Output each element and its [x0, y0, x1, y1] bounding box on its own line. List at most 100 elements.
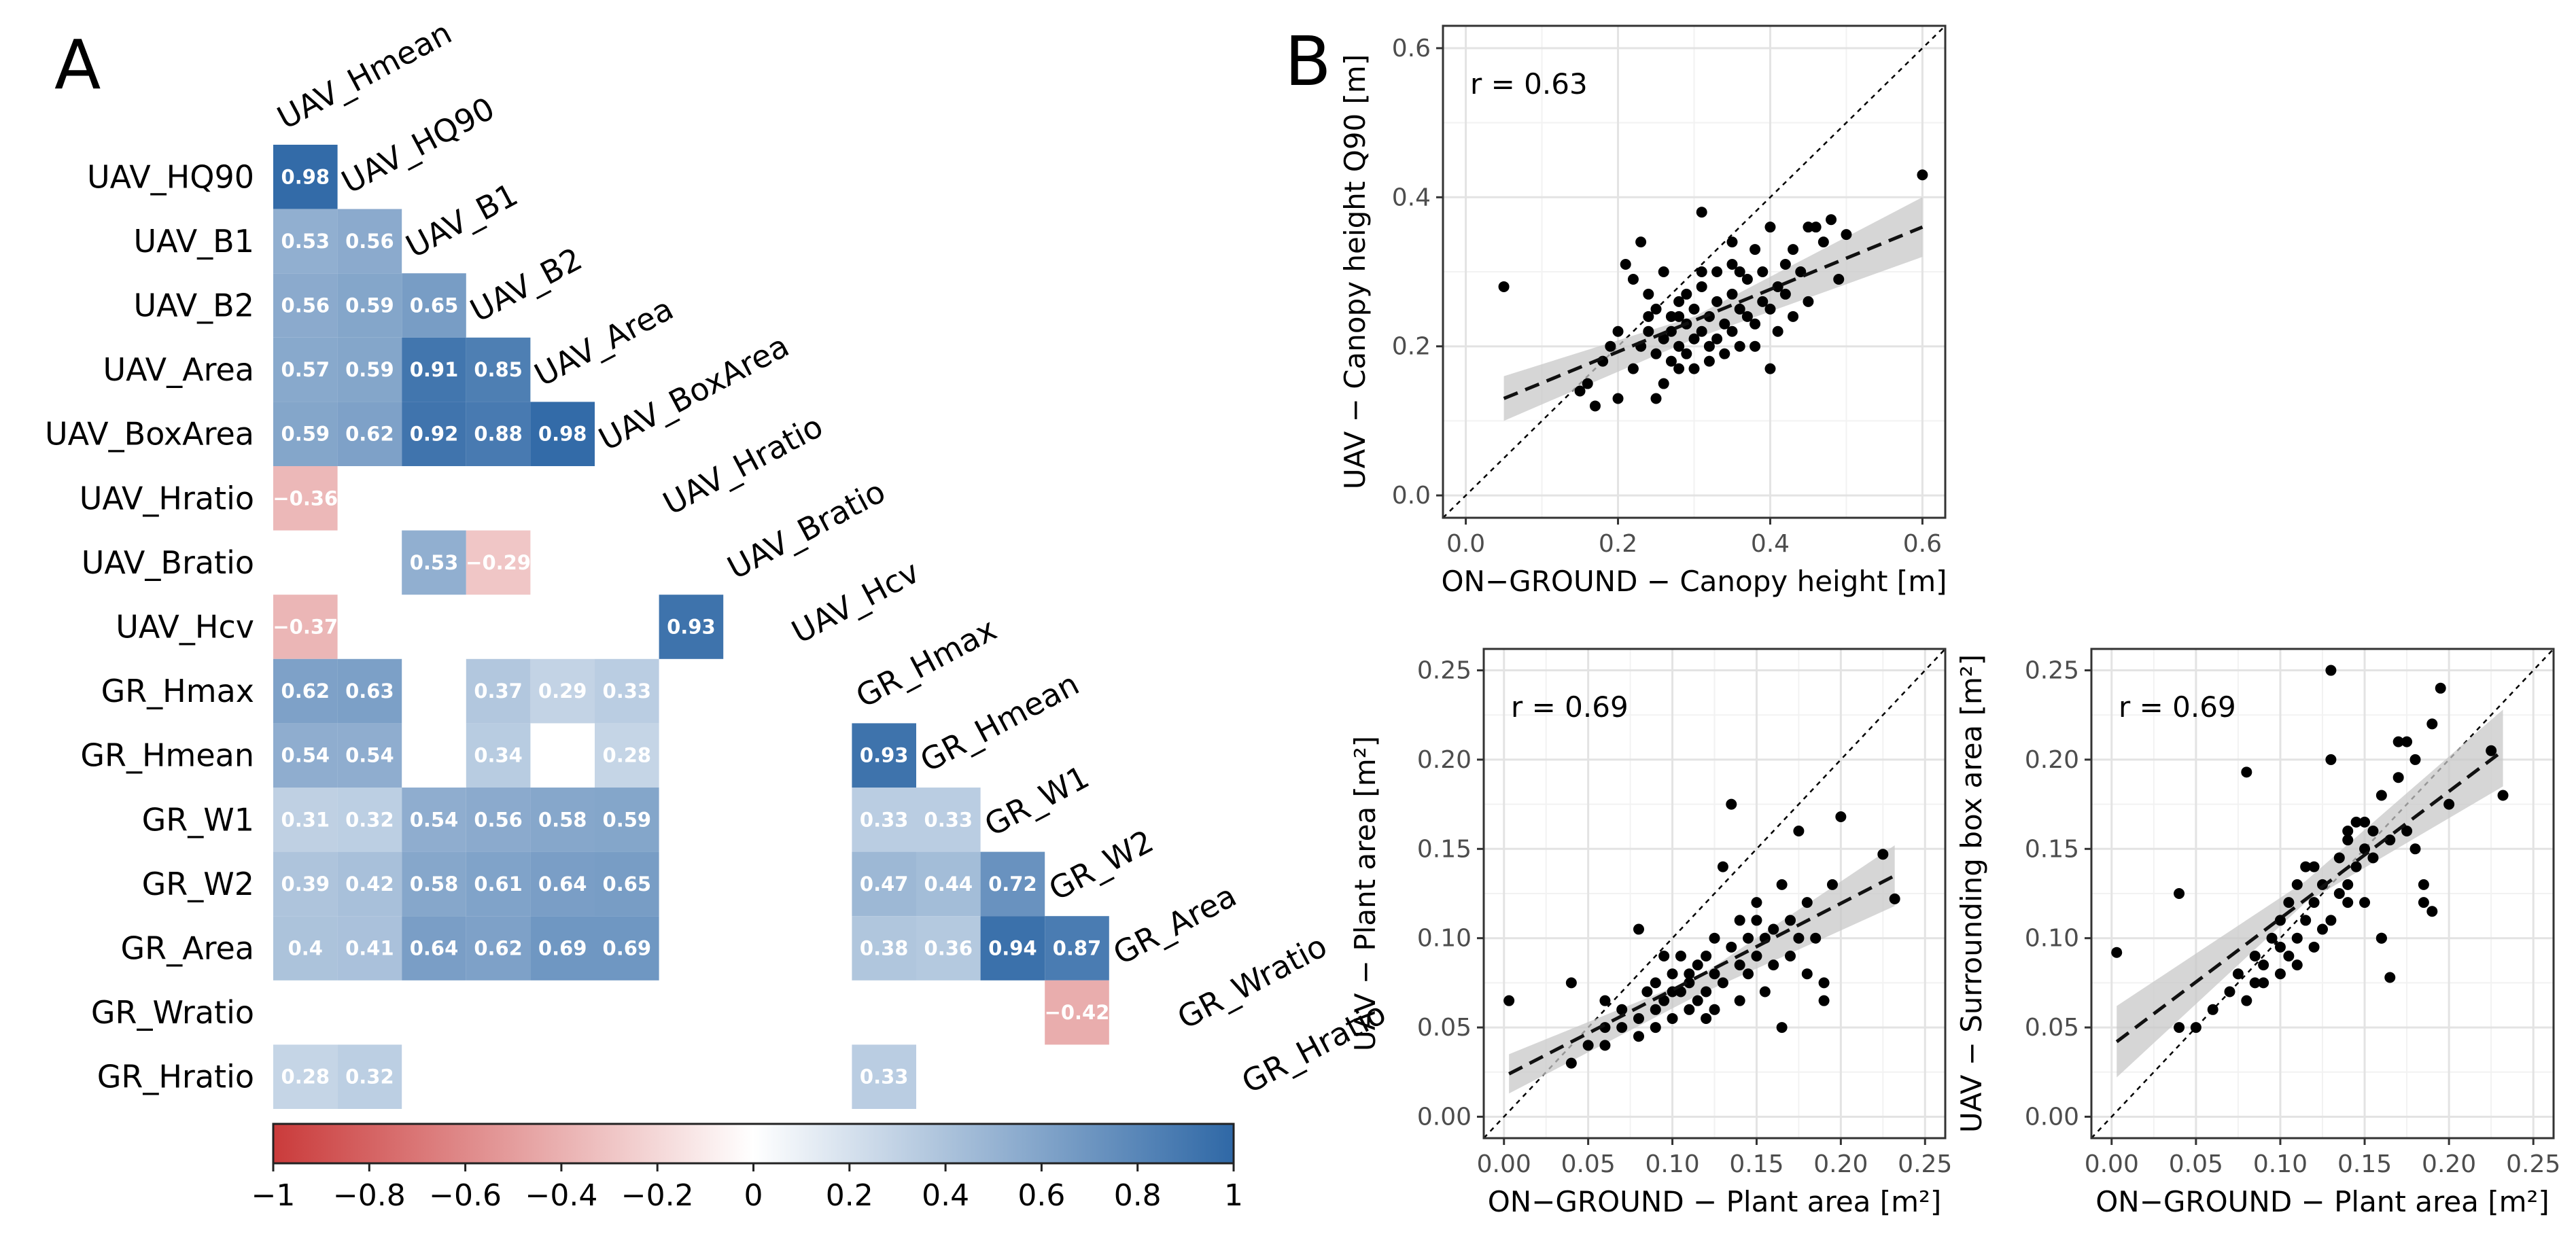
y-axis-label: UAV − Surrounding box area [m²] [1955, 654, 1988, 1133]
data-point [1582, 1040, 1594, 1051]
heatmap-cell [337, 851, 402, 917]
data-point [1612, 393, 1624, 404]
data-point [1751, 950, 1762, 961]
column-label: GR_W1 [979, 758, 1095, 843]
cell-value-label: 0.42 [345, 872, 394, 896]
data-point [1684, 977, 1695, 989]
data-point [1750, 244, 1761, 255]
colorbar-tick-label: 0.4 [922, 1178, 969, 1213]
cell-value-label: 0.34 [474, 744, 523, 767]
data-point [1503, 995, 1515, 1006]
data-point [2258, 977, 2269, 989]
heatmap-cell [466, 723, 531, 788]
cell-value-label: 0.56 [345, 230, 394, 253]
heatmap-cell [273, 723, 338, 788]
heatmap-cell [402, 273, 466, 338]
heatmap-cell [273, 1044, 338, 1109]
data-point [1751, 915, 1762, 926]
cell-value-label: 0.69 [603, 937, 652, 960]
row-label: GR_Area [121, 930, 254, 967]
data-point [1696, 281, 1707, 292]
data-point [1768, 959, 1779, 971]
heatmap-cell [466, 658, 531, 724]
heatmap-cell [916, 788, 981, 852]
correlation-annotation: r = 0.69 [1511, 690, 1629, 724]
data-point [1675, 950, 1686, 961]
heatmap-cell [402, 337, 466, 402]
row-label: GR_Hmax [101, 673, 254, 709]
data-point [1650, 977, 1661, 989]
data-point [2350, 816, 2362, 828]
heatmap-cell [337, 209, 402, 274]
cell-value-label: 0.65 [603, 872, 652, 896]
heatmap-cell [273, 658, 338, 724]
y-tick-label: 0.20 [1417, 746, 1472, 774]
data-point [1498, 281, 1510, 292]
data-point [2418, 897, 2429, 908]
data-point [1757, 296, 1769, 307]
data-point [1658, 378, 1669, 389]
data-point [1599, 1040, 1611, 1051]
x-tick-label: 0.05 [2169, 1150, 2223, 1178]
cell-value-label: −0.36 [273, 487, 338, 510]
data-point [1841, 229, 1852, 241]
data-point [1793, 826, 1805, 837]
data-point [1650, 1022, 1661, 1034]
scatter-plant-area: 0.00 0.05 0.10 0.15 0.20 0.25 0.00 0.05 0.10 0.15… [1348, 648, 1952, 1218]
data-point [1743, 968, 1754, 980]
row-label: GR_Hmean [80, 737, 254, 774]
confidence-band [2117, 709, 2503, 1078]
data-point [2207, 1004, 2218, 1015]
data-point [1701, 1012, 1712, 1024]
data-point [1717, 977, 1728, 989]
cell-value-label: 0.41 [345, 937, 394, 960]
y-tick-label: 0.15 [1417, 835, 1472, 863]
colorbar-tick-label: 0.2 [826, 1178, 873, 1213]
data-point [1633, 1012, 1644, 1024]
heatmap-cell [337, 788, 402, 852]
data-point [2274, 915, 2286, 926]
y-tick-label: 0.00 [2025, 1103, 2079, 1131]
heatmap-cell [659, 595, 724, 659]
data-point [1818, 977, 1830, 989]
cell-value-label: 0.98 [538, 423, 587, 446]
scatter-canopy-height: 0.0 0.2 0.4 0.6 0.0 0.2 0.4 0.6 r = 0.63 ON−GROUN… [1338, 24, 1947, 598]
data-point [2443, 798, 2455, 810]
x-tick-label: 0.05 [1561, 1150, 1616, 1178]
data-point [1785, 950, 1796, 961]
data-point [2266, 932, 2278, 944]
data-point [1692, 959, 1703, 971]
plot-area [2091, 649, 2554, 1138]
cell-value-label: 0.62 [281, 679, 330, 703]
data-point [1703, 340, 1715, 352]
data-point [2342, 826, 2354, 837]
data-point [1701, 986, 1712, 997]
data-point [1793, 932, 1805, 944]
data-point [2249, 950, 2261, 961]
correlation-annotation: r = 0.69 [2119, 690, 2236, 724]
heatmap-cell [337, 658, 402, 724]
cell-value-label: 0.72 [988, 872, 1037, 896]
data-point [1734, 915, 1745, 926]
data-point [1726, 798, 1737, 810]
heatmap-cell [980, 916, 1045, 981]
y-tick-label: 0.25 [2025, 657, 2079, 685]
x-tick-label: 0.00 [2085, 1150, 2139, 1178]
plot-area [1443, 26, 1945, 518]
x-tick-label: 0.20 [2422, 1150, 2476, 1178]
heatmap-cell [916, 916, 981, 981]
data-point [1711, 333, 1723, 345]
y-tick-label: 0.05 [1417, 1014, 1472, 1042]
heatmap-cell [852, 723, 916, 788]
data-point [1801, 897, 1813, 908]
data-point [1764, 222, 1776, 233]
data-point [1688, 363, 1700, 374]
data-point [2342, 834, 2354, 846]
data-point [1764, 303, 1776, 315]
cell-value-label: 0.28 [281, 1065, 330, 1089]
cell-value-label: 0.53 [410, 551, 459, 574]
row-label: GR_W1 [142, 801, 254, 838]
data-point [1772, 281, 1783, 292]
data-point [1650, 303, 1662, 315]
